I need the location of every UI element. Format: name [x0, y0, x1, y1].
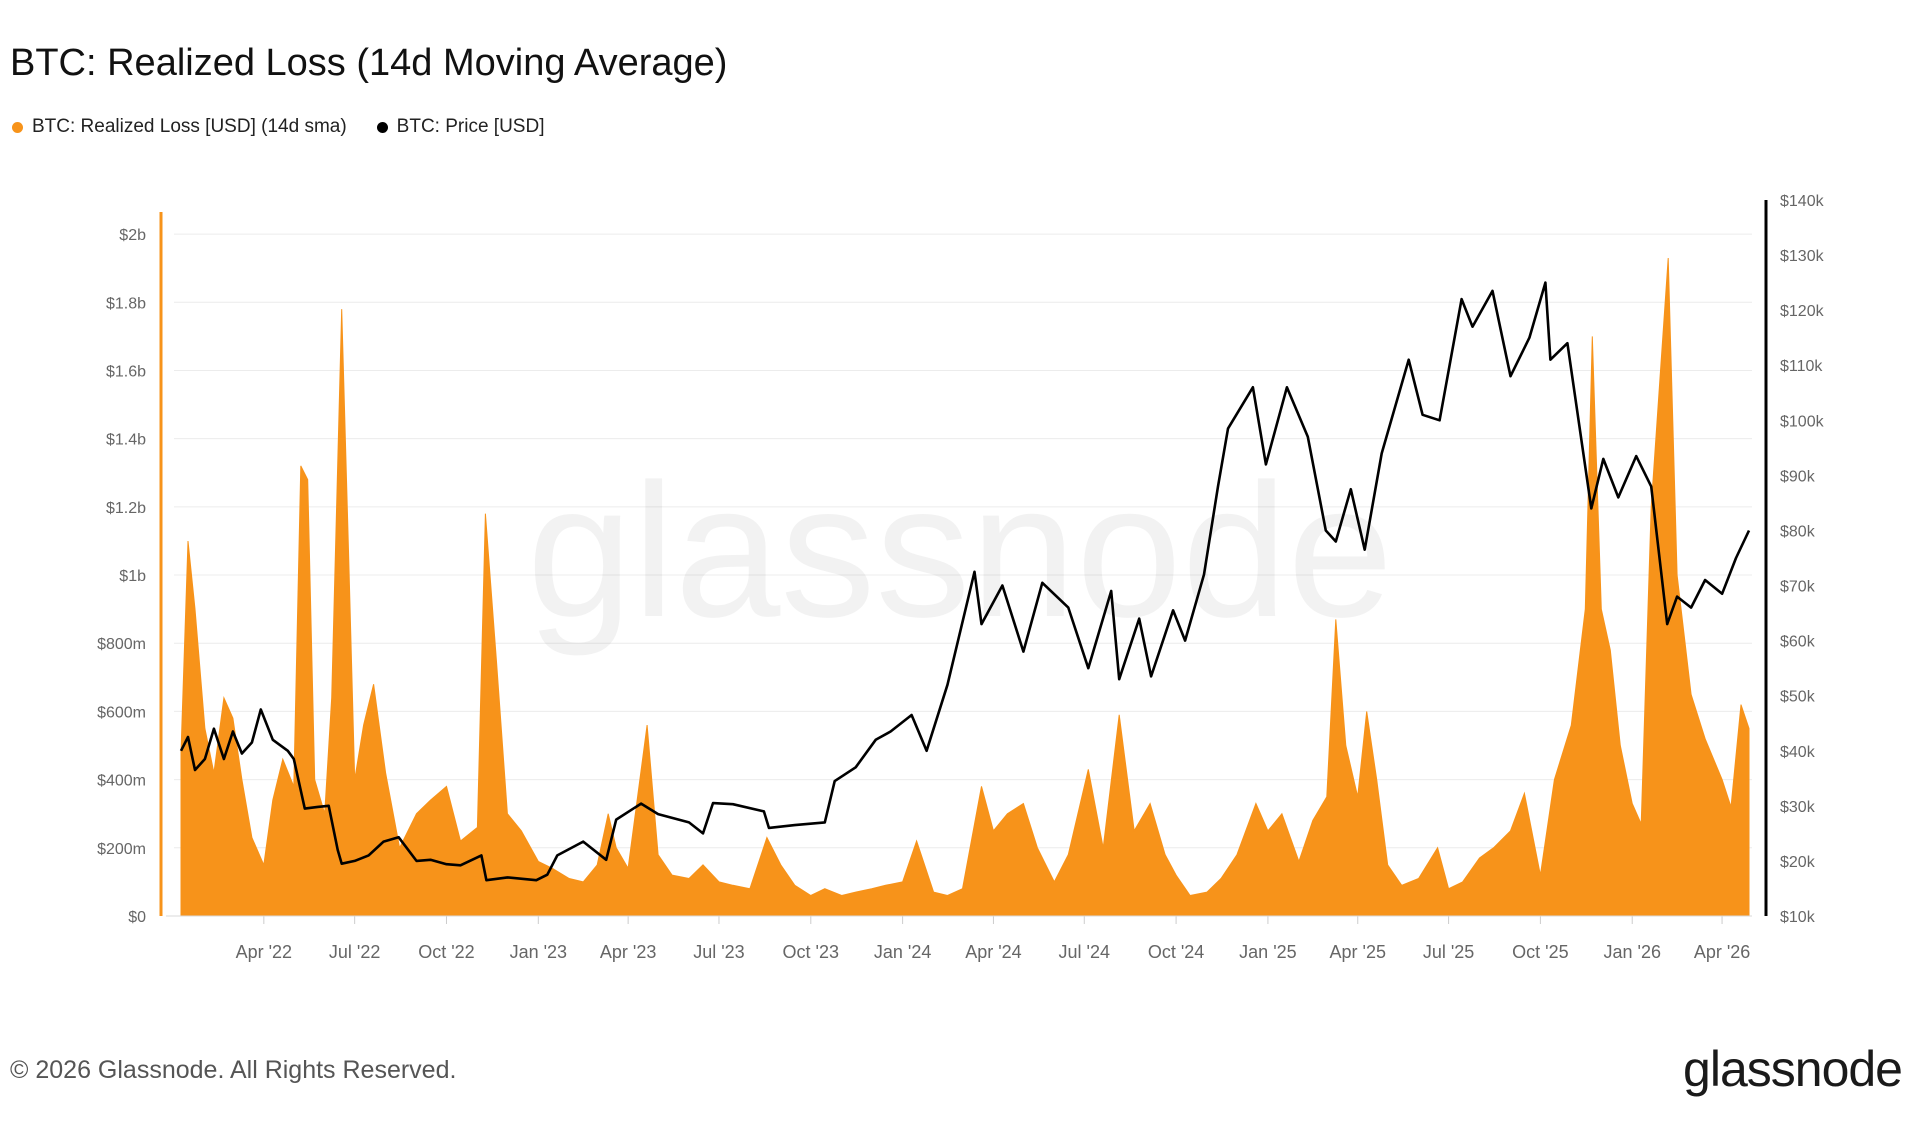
x-tick-label: Jan '25: [1239, 942, 1296, 962]
y-left-tick-label: $1.6b: [106, 363, 146, 380]
price-line-layer: [179, 281, 1751, 882]
x-tick-label: Jan '23: [510, 942, 567, 962]
y-left-tick-label: $400m: [97, 773, 146, 790]
y-right-tick-label: $50k: [1780, 689, 1816, 706]
y-right-tick-label: $70k: [1780, 579, 1816, 596]
y-left-tick-label: $200m: [97, 841, 146, 858]
x-tick-label: Apr '26: [1694, 942, 1750, 962]
legend-swatch-price: [376, 121, 388, 133]
x-tick-label: Apr '25: [1330, 942, 1386, 962]
chart-title: BTC: Realized Loss (14d Moving Average): [10, 42, 728, 84]
watermark: glassnode: [527, 445, 1393, 657]
x-tick-label: Jan '24: [874, 942, 931, 962]
y-left-tick-label: $0: [128, 909, 146, 926]
y-right-tick-label: $80k: [1780, 523, 1816, 540]
grid-lines: [174, 233, 1752, 849]
y-left-tick-label: $1.2b: [106, 500, 146, 517]
x-tick-label: Jul '25: [1423, 942, 1474, 962]
x-tick-label: Oct '25: [1512, 942, 1568, 962]
y-right-tick-label: $120k: [1780, 303, 1825, 320]
x-tick-label: Oct '23: [783, 942, 839, 962]
price-line[interactable]: [179, 281, 1751, 882]
x-tick-label: Jul '24: [1059, 942, 1110, 962]
axes: $0 $200m $400m $600m $800m $1b $1.2b $1.4b $1.6b…: [97, 193, 1825, 962]
y-right-tick-label: $10k: [1780, 909, 1816, 926]
x-tick-label: Jul '23: [693, 942, 744, 962]
y-right-tick-label: $110k: [1780, 358, 1823, 375]
legend-label-price: BTC: Price [USD]: [396, 116, 545, 137]
x-tick-label: Oct '22: [418, 942, 474, 962]
x-tick-label: Jul '22: [329, 942, 380, 962]
y-left-tick-label: $600m: [97, 704, 146, 721]
legend-label-realized-loss: BTC: Realized Loss [USD] (14d sma): [32, 116, 347, 137]
x-tick-label: Apr '23: [600, 942, 656, 962]
y-left-tick-label: $1.8b: [106, 295, 146, 312]
y-right-tick-label: $40k: [1780, 744, 1816, 761]
x-tick-label: Apr '24: [965, 942, 1021, 962]
glassnode-logo[interactable]: glassnode: [1683, 1041, 1903, 1097]
y-left-tick-label: $2b: [119, 227, 146, 244]
y-right-tick-label: $100k: [1780, 413, 1825, 430]
y-right-tick-label: $130k: [1780, 248, 1825, 265]
y-right-tick-label: $20k: [1780, 854, 1816, 871]
copyright-footer: © 2026 Glassnode. All Rights Reserved.: [10, 1056, 457, 1084]
y-right-tick-label: $90k: [1780, 468, 1816, 485]
legend-swatch-realized-loss: [12, 121, 23, 133]
y-left-tick-label: $1b: [119, 568, 146, 585]
y-left-tick-label: $1.4b: [106, 432, 146, 449]
y-left-tick-label: $800m: [97, 636, 146, 653]
x-tick-label: Oct '24: [1148, 942, 1204, 962]
y-right-tick-label: $30k: [1780, 799, 1816, 816]
y-right-tick-label: $140k: [1780, 193, 1825, 210]
x-tick-label: Jan '26: [1603, 942, 1660, 962]
legend-item-price[interactable]: BTC: Price [USD]: [376, 116, 545, 138]
legend-item-realized-loss[interactable]: BTC: Realized Loss [USD] (14d sma): [12, 116, 347, 138]
chart-legend: BTC: Realized Loss [USD] (14d sma) BTC: …: [12, 116, 544, 138]
y-right-tick-label: $60k: [1780, 634, 1816, 651]
x-tick-label: Apr '22: [236, 942, 292, 962]
